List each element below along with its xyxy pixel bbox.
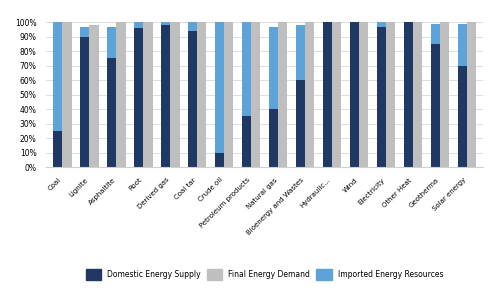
- Bar: [404, 22, 413, 167]
- Bar: [224, 22, 234, 167]
- Bar: [377, 26, 386, 167]
- Legend: Domestic Energy Supply, Final Energy Demand, Imported Energy Resources: Domestic Energy Supply, Final Energy Dem…: [82, 265, 447, 284]
- Bar: [386, 22, 395, 167]
- Bar: [431, 44, 440, 167]
- Bar: [467, 22, 476, 167]
- Bar: [242, 116, 251, 167]
- Bar: [53, 131, 63, 167]
- Bar: [170, 22, 180, 167]
- Bar: [332, 22, 341, 167]
- Bar: [242, 22, 251, 116]
- Bar: [278, 22, 287, 167]
- Bar: [197, 22, 207, 167]
- Bar: [62, 22, 72, 167]
- Bar: [269, 109, 278, 167]
- Bar: [377, 22, 386, 26]
- Bar: [80, 37, 90, 167]
- Bar: [161, 22, 171, 25]
- Bar: [359, 22, 368, 167]
- Bar: [215, 22, 225, 153]
- Bar: [188, 31, 198, 167]
- Bar: [323, 22, 332, 167]
- Bar: [107, 58, 117, 167]
- Bar: [53, 22, 63, 131]
- Bar: [143, 22, 152, 167]
- Bar: [413, 22, 422, 167]
- Bar: [134, 22, 143, 28]
- Bar: [269, 26, 278, 109]
- Bar: [107, 26, 117, 58]
- Bar: [458, 66, 467, 167]
- Bar: [296, 80, 305, 167]
- Bar: [305, 22, 314, 167]
- Bar: [215, 153, 225, 167]
- Bar: [161, 25, 171, 167]
- Bar: [89, 25, 99, 167]
- Bar: [296, 25, 305, 80]
- Bar: [80, 26, 90, 37]
- Bar: [431, 24, 440, 44]
- Bar: [440, 22, 449, 167]
- Bar: [134, 28, 143, 167]
- Bar: [116, 22, 125, 167]
- Bar: [458, 24, 467, 66]
- Bar: [188, 22, 198, 31]
- Bar: [251, 22, 260, 167]
- Bar: [350, 22, 359, 167]
